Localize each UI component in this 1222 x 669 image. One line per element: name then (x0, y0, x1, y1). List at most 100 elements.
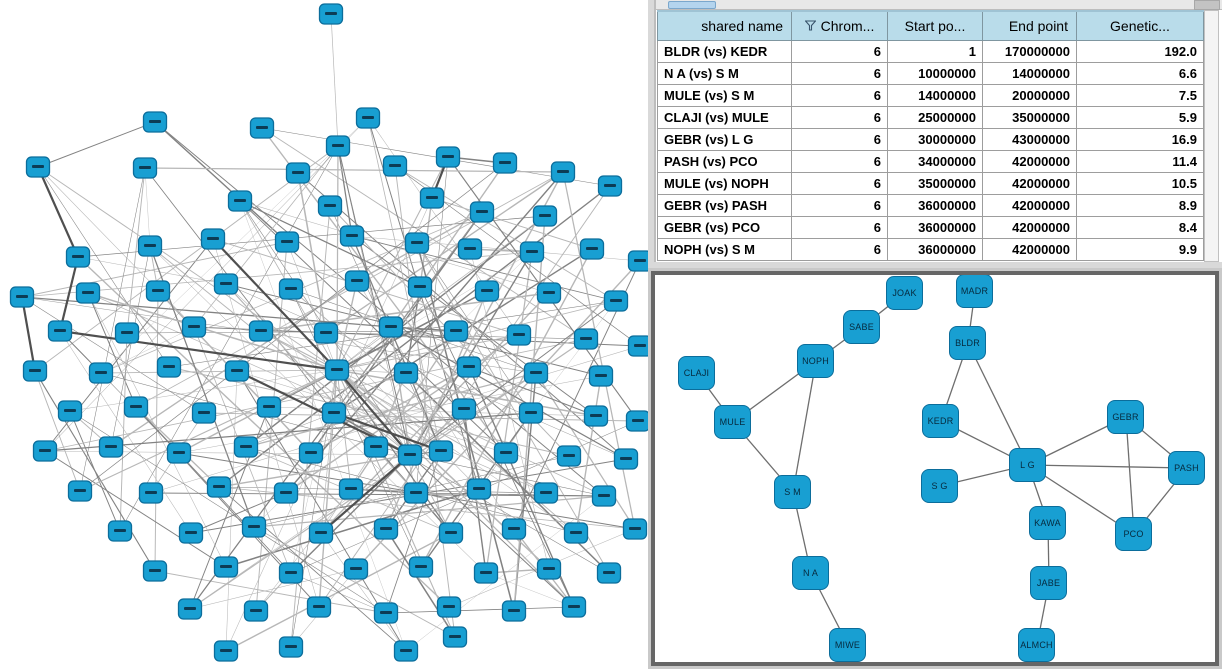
node-sabe[interactable]: SABE (843, 310, 880, 344)
table-cell[interactable]: 6 (791, 238, 888, 261)
node-n-a[interactable]: N A (792, 556, 829, 590)
network-node[interactable] (407, 276, 433, 298)
network-node[interactable] (177, 598, 203, 620)
network-node[interactable] (625, 410, 649, 432)
network-node[interactable] (561, 596, 587, 618)
node-s-m[interactable]: S M (774, 475, 811, 509)
node-bldr[interactable]: BLDR (949, 326, 986, 360)
table-cell[interactable]: GEBR (vs) PASH (657, 194, 792, 217)
network-node[interactable] (273, 482, 299, 504)
network-node[interactable] (373, 518, 399, 540)
node-mule[interactable]: MULE (714, 405, 751, 439)
table-cell[interactable]: 25000000 (887, 106, 983, 129)
main-network-view[interactable] (0, 0, 648, 669)
table-cell[interactable]: 42000000 (982, 238, 1077, 261)
network-node[interactable] (65, 246, 91, 268)
node-l-g[interactable]: L G (1009, 448, 1046, 482)
network-node[interactable] (501, 600, 527, 622)
network-node[interactable] (142, 111, 168, 133)
network-node[interactable] (191, 402, 217, 424)
network-node[interactable] (438, 522, 464, 544)
network-node[interactable] (233, 436, 259, 458)
table-cell[interactable]: BLDR (vs) KEDR (657, 40, 792, 63)
node-miwe[interactable]: MIWE (829, 628, 866, 662)
network-node[interactable] (393, 640, 419, 662)
network-node[interactable] (321, 402, 347, 424)
network-node[interactable] (435, 146, 461, 168)
table-cell[interactable]: 6 (791, 128, 888, 151)
table-cell[interactable]: 6.6 (1076, 62, 1204, 85)
network-node[interactable] (278, 562, 304, 584)
network-node[interactable] (536, 282, 562, 304)
node-claji[interactable]: CLAJI (678, 356, 715, 390)
network-node[interactable] (107, 520, 133, 542)
table-cell[interactable]: 5.9 (1076, 106, 1204, 129)
network-node[interactable] (339, 225, 365, 247)
network-node[interactable] (278, 278, 304, 300)
network-node[interactable] (88, 362, 114, 384)
table-cell[interactable]: PASH (vs) PCO (657, 150, 792, 173)
network-node[interactable] (249, 117, 275, 139)
network-node[interactable] (22, 360, 48, 382)
table-cell[interactable]: 35000000 (982, 106, 1077, 129)
table-row[interactable]: CLAJI (vs) MULE 6 25000000 35000000 5.9 (657, 106, 1204, 129)
network-node[interactable] (492, 152, 518, 174)
table-cell[interactable]: GEBR (vs) PCO (657, 216, 792, 239)
column-header-shared-name[interactable]: shared name (657, 10, 792, 41)
network-node[interactable] (137, 235, 163, 257)
table-cell[interactable]: 6 (791, 172, 888, 195)
network-node[interactable] (213, 273, 239, 295)
network-node[interactable] (579, 238, 605, 260)
table-row[interactable]: GEBR (vs) PCO 6 36000000 42000000 8.4 (657, 216, 1204, 239)
table-cell[interactable]: 170000000 (982, 40, 1077, 63)
network-node[interactable] (493, 442, 519, 464)
network-node[interactable] (436, 596, 462, 618)
network-node[interactable] (588, 365, 614, 387)
network-node[interactable] (243, 600, 269, 622)
network-node[interactable] (57, 400, 83, 422)
network-node[interactable] (428, 440, 454, 462)
network-node[interactable] (142, 560, 168, 582)
network-node[interactable] (556, 445, 582, 467)
network-node[interactable] (466, 478, 492, 500)
table-cell[interactable]: 6 (791, 84, 888, 107)
network-node[interactable] (9, 286, 35, 308)
node-almch[interactable]: ALMCH (1018, 628, 1055, 662)
network-node[interactable] (622, 518, 648, 540)
network-node[interactable] (318, 3, 344, 25)
network-node[interactable] (227, 190, 253, 212)
network-node[interactable] (138, 482, 164, 504)
network-node[interactable] (114, 322, 140, 344)
column-header-genetic[interactable]: Genetic... (1076, 10, 1204, 41)
network-node[interactable] (533, 482, 559, 504)
table-cell[interactable]: 10.5 (1076, 172, 1204, 195)
table-cell[interactable]: GEBR (vs) L G (657, 128, 792, 151)
network-node[interactable] (563, 522, 589, 544)
table-cell[interactable]: 35000000 (887, 172, 983, 195)
table-cell[interactable]: 14000000 (887, 84, 983, 107)
network-node[interactable] (442, 626, 468, 648)
table-row[interactable]: PASH (vs) PCO 6 34000000 42000000 11.4 (657, 150, 1204, 173)
network-node[interactable] (344, 270, 370, 292)
table-cell[interactable]: 6 (791, 194, 888, 217)
node-pco[interactable]: PCO (1115, 517, 1152, 551)
network-node[interactable] (451, 398, 477, 420)
network-node[interactable] (338, 478, 364, 500)
table-cell[interactable]: 42000000 (982, 216, 1077, 239)
table-cell[interactable]: 14000000 (982, 62, 1077, 85)
network-node[interactable] (536, 558, 562, 580)
network-node[interactable] (597, 175, 623, 197)
network-node[interactable] (443, 320, 469, 342)
network-node[interactable] (404, 232, 430, 254)
column-header-start-point[interactable]: Start po... (887, 10, 983, 41)
table-cell[interactable]: 20000000 (982, 84, 1077, 107)
network-node[interactable] (363, 436, 389, 458)
table-cell[interactable]: 6 (791, 216, 888, 239)
table-cell[interactable]: 6 (791, 40, 888, 63)
column-header-end-point[interactable]: End point (982, 10, 1077, 41)
network-node[interactable] (573, 328, 599, 350)
table-cell[interactable]: MULE (vs) NOPH (657, 172, 792, 195)
table-cell[interactable]: 7.5 (1076, 84, 1204, 107)
network-node[interactable] (32, 440, 58, 462)
network-node[interactable] (98, 436, 124, 458)
